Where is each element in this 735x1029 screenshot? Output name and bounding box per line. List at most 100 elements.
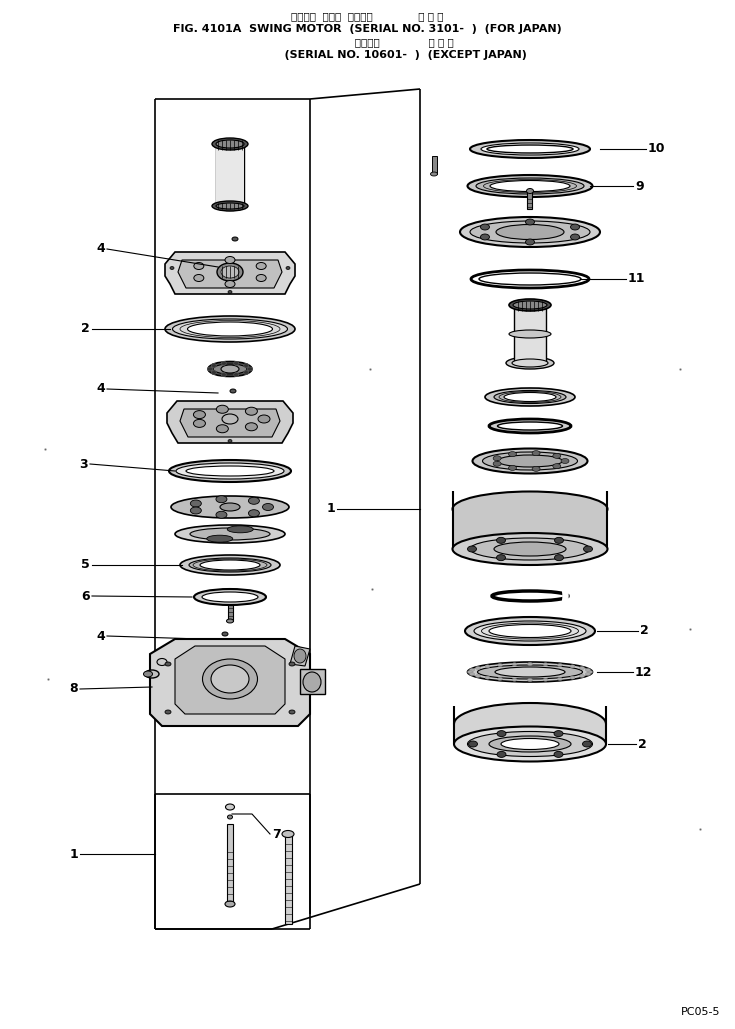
Ellipse shape [512,359,548,367]
Ellipse shape [194,589,266,605]
Ellipse shape [193,411,206,419]
Ellipse shape [481,224,490,230]
Ellipse shape [513,301,547,309]
Polygon shape [300,669,325,694]
Ellipse shape [289,710,295,714]
Ellipse shape [202,592,258,602]
Text: 12: 12 [635,666,653,678]
Ellipse shape [262,503,273,510]
Ellipse shape [473,449,587,473]
Bar [527,191,532,209]
Text: FIG. 4101A  SWING MOTOR  (SERIAL NO. 3101-  )  (FOR JAPAN): FIG. 4101A SWING MOTOR (SERIAL NO. 3101-… [173,24,562,34]
Polygon shape [175,646,285,714]
Ellipse shape [467,546,476,552]
Ellipse shape [467,671,473,674]
Ellipse shape [553,464,561,468]
Ellipse shape [225,901,235,907]
Ellipse shape [498,455,562,467]
Polygon shape [167,401,293,443]
Ellipse shape [526,219,534,225]
Ellipse shape [485,388,575,406]
Ellipse shape [194,275,204,282]
Ellipse shape [496,224,564,240]
Ellipse shape [468,741,478,747]
Ellipse shape [257,275,266,282]
Ellipse shape [222,414,238,424]
Ellipse shape [467,175,592,197]
Ellipse shape [165,710,171,714]
Ellipse shape [207,535,233,542]
Ellipse shape [248,509,259,517]
Ellipse shape [497,731,506,737]
Ellipse shape [289,662,295,666]
Ellipse shape [157,659,167,666]
Polygon shape [178,260,282,288]
Ellipse shape [554,555,564,561]
Ellipse shape [474,620,586,641]
Ellipse shape [244,363,248,367]
Ellipse shape [498,677,503,680]
Ellipse shape [554,731,563,737]
Ellipse shape [207,367,212,371]
Bar [227,824,233,904]
Ellipse shape [570,224,579,230]
Ellipse shape [208,361,252,377]
Polygon shape [290,646,310,666]
Ellipse shape [193,420,206,427]
Ellipse shape [497,751,506,757]
Ellipse shape [453,533,608,565]
Ellipse shape [228,290,232,293]
Ellipse shape [244,370,248,375]
Ellipse shape [587,671,592,674]
Ellipse shape [225,256,235,263]
Ellipse shape [481,234,490,240]
Ellipse shape [470,221,590,243]
Ellipse shape [216,405,229,414]
Ellipse shape [258,415,270,423]
Bar [454,724,606,744]
Ellipse shape [216,140,244,148]
Ellipse shape [476,667,481,670]
Ellipse shape [509,299,551,311]
Ellipse shape [584,546,592,552]
Ellipse shape [286,267,290,270]
Bar [514,304,546,363]
Text: 4: 4 [96,630,105,642]
Ellipse shape [211,665,249,693]
Ellipse shape [175,525,285,543]
Ellipse shape [494,390,566,403]
Polygon shape [150,639,310,726]
Ellipse shape [485,676,490,679]
Ellipse shape [143,671,152,677]
Text: 9: 9 [635,179,644,192]
Ellipse shape [558,664,562,667]
Ellipse shape [470,140,590,158]
Wedge shape [562,587,568,606]
Ellipse shape [221,372,226,377]
Ellipse shape [169,460,291,482]
Ellipse shape [543,678,548,681]
Ellipse shape [509,465,517,470]
Text: 10: 10 [648,142,665,155]
Ellipse shape [561,459,569,463]
Ellipse shape [212,363,216,367]
Text: 2: 2 [640,625,649,638]
Ellipse shape [176,463,284,480]
Ellipse shape [506,357,554,369]
Ellipse shape [213,364,247,374]
Ellipse shape [245,423,257,431]
Ellipse shape [165,316,295,342]
Ellipse shape [248,497,259,504]
Ellipse shape [470,673,475,676]
Ellipse shape [512,678,517,681]
Ellipse shape [230,389,236,393]
Ellipse shape [509,330,551,338]
Ellipse shape [570,665,575,668]
Ellipse shape [495,667,565,677]
Ellipse shape [217,263,243,281]
Ellipse shape [214,202,246,211]
Ellipse shape [454,703,606,745]
Bar [285,833,292,924]
Ellipse shape [579,667,584,670]
Text: 適用号機               海 外 向: 適用号機 海 外 向 [280,37,454,47]
